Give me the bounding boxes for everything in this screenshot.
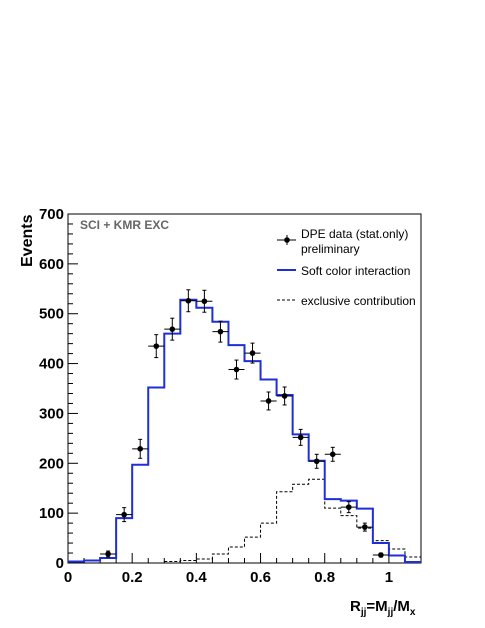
- data-point: [201, 298, 208, 305]
- legend-data-label: DPE data (stat.only): [301, 227, 408, 241]
- data-point: [169, 326, 176, 332]
- soft-color-interaction-layer: [68, 298, 421, 564]
- y-tick-label: 300: [39, 405, 64, 422]
- exclusive-contribution-histogram: [164, 478, 421, 563]
- x-title-main: R: [350, 598, 361, 615]
- y-tick-label: 500: [39, 306, 64, 323]
- x-tick-label: 0: [64, 569, 72, 586]
- x-tick-label: 0.6: [250, 569, 271, 586]
- data-point: [297, 434, 304, 441]
- data-point: [217, 328, 224, 335]
- data-point: [137, 446, 144, 452]
- y-tick-label: 100: [39, 505, 64, 522]
- data-point: [378, 552, 384, 558]
- x-axis-title: Rjj=Mjj/Mx: [350, 598, 416, 618]
- legend-data-label2: preliminary: [301, 242, 360, 256]
- x-tick-label: 0.4: [186, 569, 208, 586]
- tick-labels: 0 0.2 0.4 0.6 0.8 1 0 100 200 300 400 500 600 700: [39, 206, 393, 586]
- exclusive-contribution-layer: [164, 478, 421, 563]
- data-point: [233, 366, 240, 373]
- data-point: [121, 511, 127, 518]
- x-tick-label: 0.8: [314, 569, 335, 586]
- soft-color-interaction-histogram: [68, 298, 421, 564]
- data-point: [185, 297, 192, 304]
- legend-entry-exclusive: exclusive contribution: [277, 294, 416, 308]
- legend-data-marker: [284, 237, 290, 243]
- x-tick-label: 0.2: [122, 569, 143, 586]
- legend-sci-label: Soft color interaction: [301, 264, 410, 278]
- x-title-sub1: jj: [360, 607, 367, 618]
- data-point: [281, 393, 288, 399]
- x-title-eq: =M: [366, 598, 387, 615]
- legend: DPE data (stat.only) preliminary Soft co…: [277, 227, 416, 308]
- y-tick-label: 400: [39, 356, 64, 373]
- x-title-sub2: jj: [387, 607, 394, 618]
- dpe-data-layer: [100, 289, 389, 558]
- data-point: [362, 524, 368, 530]
- data-point: [313, 458, 320, 465]
- y-tick-label: 600: [39, 256, 64, 273]
- x-title-slash: /M: [393, 598, 410, 615]
- x-tick-label: 1: [385, 569, 393, 586]
- y-tick-label: 0: [56, 555, 64, 572]
- legend-exclusive-label: exclusive contribution: [301, 294, 416, 308]
- data-point: [329, 451, 336, 458]
- y-axis-title: Events: [19, 214, 36, 267]
- x-title-sub3: x: [410, 607, 416, 618]
- data-point: [249, 350, 256, 356]
- y-tick-label: 700: [39, 206, 64, 223]
- legend-entry-data: DPE data (stat.only) preliminary: [277, 227, 408, 256]
- data-point: [265, 398, 272, 404]
- data-point: [345, 504, 352, 510]
- y-tick-label: 200: [39, 455, 64, 472]
- annotation-label: SCI + KMR EXC: [80, 218, 169, 232]
- data-point: [105, 551, 111, 557]
- legend-entry-sci: Soft color interaction: [277, 264, 410, 278]
- data-point: [153, 343, 160, 349]
